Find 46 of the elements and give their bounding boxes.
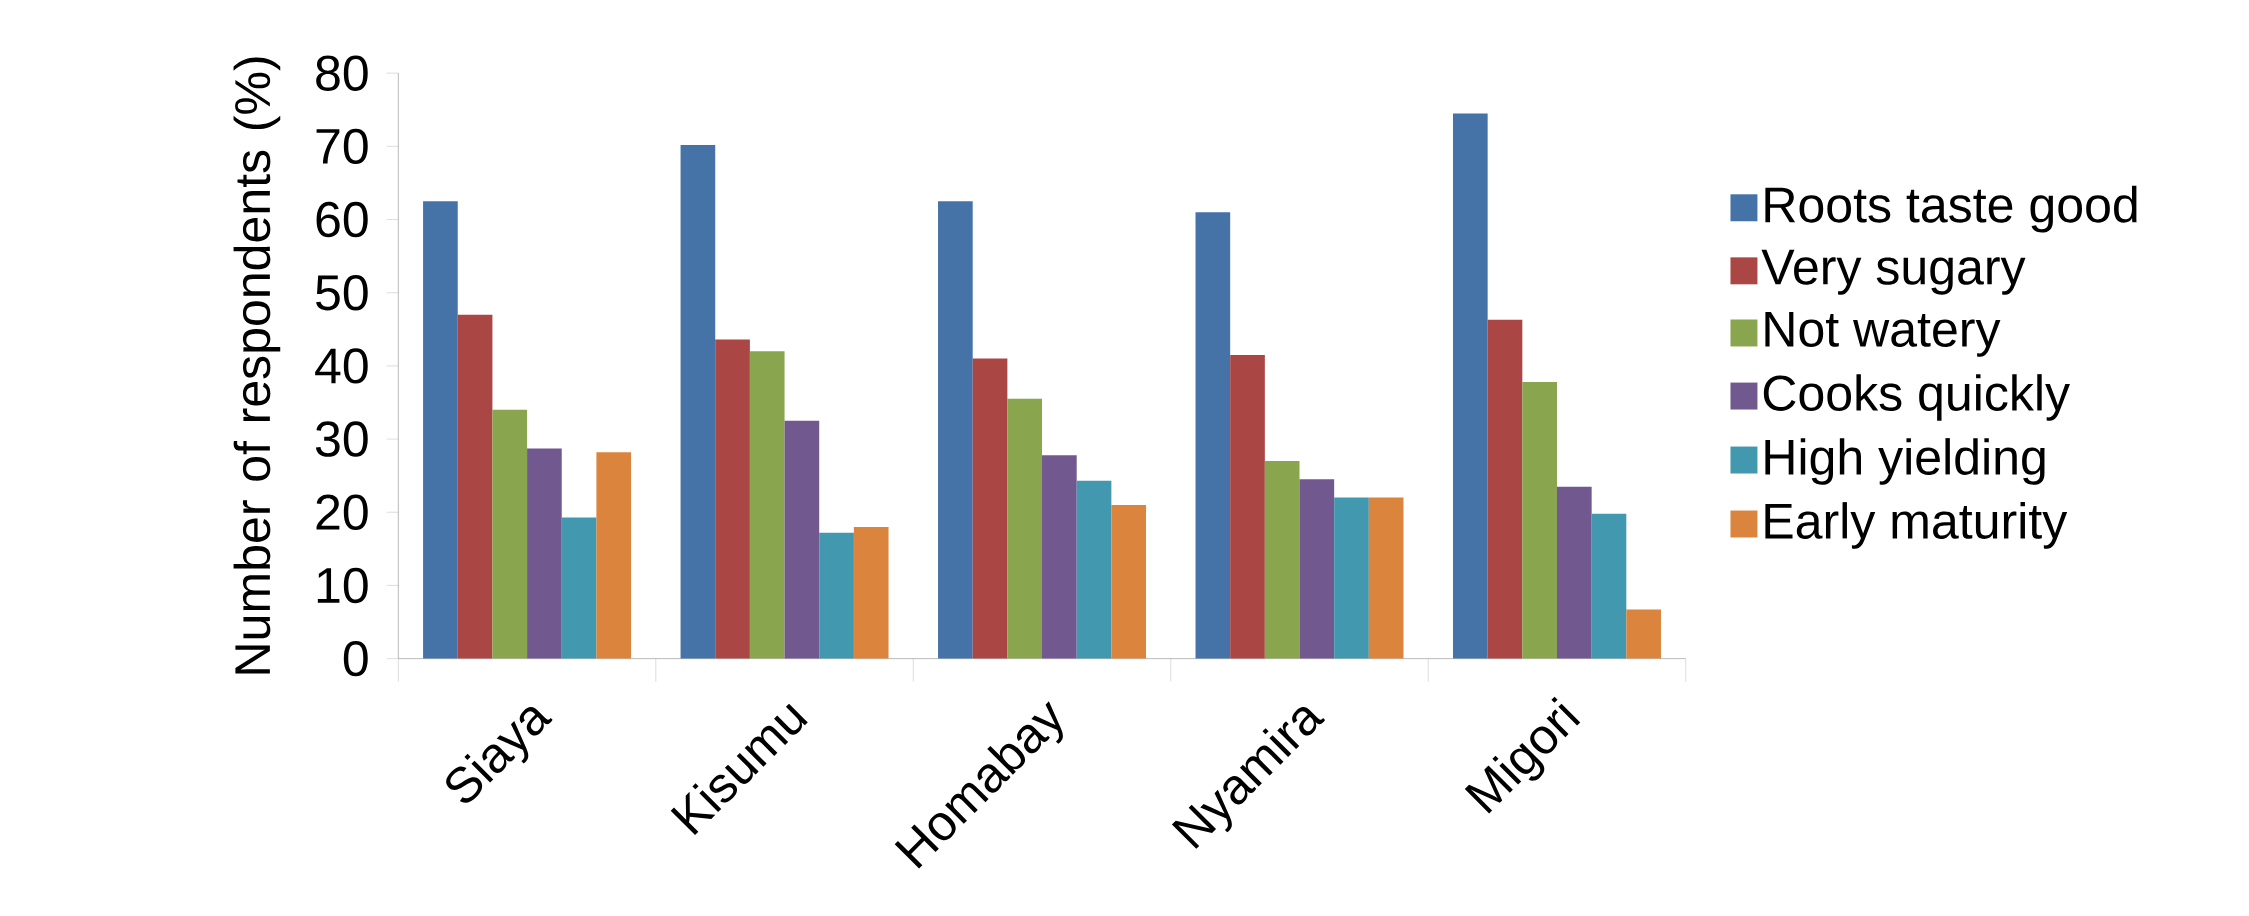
bar	[1076, 480, 1112, 659]
y-tick-label: 50	[316, 275, 368, 311]
bar	[784, 420, 820, 659]
bar	[680, 145, 716, 659]
y-tick-label: 70	[316, 128, 368, 165]
y-tick-label: 20	[316, 494, 368, 531]
legend-label: Early maturity	[1765, 502, 2068, 549]
bar	[1487, 319, 1523, 659]
bar	[1007, 398, 1043, 659]
bar	[492, 409, 528, 659]
bar	[938, 201, 973, 659]
bar	[1264, 461, 1300, 659]
bar	[1299, 479, 1335, 659]
bar	[1230, 355, 1265, 659]
bar	[1334, 497, 1369, 659]
y-tick-label: 80	[316, 55, 368, 92]
bar	[561, 517, 597, 659]
legend-label: Not watery	[1765, 312, 2001, 357]
y-axis-title: Number of respondents (%)	[233, 57, 281, 674]
bar	[596, 452, 632, 659]
bar	[1522, 382, 1557, 659]
bar	[749, 351, 785, 659]
y-tick-label: 0	[343, 641, 368, 677]
y-tick-label: 30	[315, 421, 368, 457]
bar	[715, 339, 750, 659]
bar	[1368, 497, 1404, 659]
bar	[1195, 212, 1231, 659]
bar	[1556, 486, 1592, 659]
bar	[853, 527, 889, 659]
bar	[527, 448, 562, 659]
bar	[457, 314, 493, 659]
bar	[819, 532, 854, 659]
legend-label: Very sugary	[1761, 249, 2026, 295]
bar	[1042, 455, 1077, 659]
y-tick-label: 10	[317, 567, 368, 604]
bar	[423, 201, 458, 659]
legend-label: Roots taste good	[1765, 186, 2137, 233]
y-tick-label: 60	[316, 201, 368, 238]
legend-label: High yielding	[1765, 438, 2045, 485]
y-tick-label: 40	[315, 348, 368, 384]
bar	[1452, 113, 1488, 659]
bar	[972, 358, 1008, 659]
bar	[1591, 513, 1627, 659]
bar	[1626, 609, 1661, 659]
bar	[1111, 505, 1147, 659]
legend-label: Cooks quickly	[1763, 374, 2070, 421]
